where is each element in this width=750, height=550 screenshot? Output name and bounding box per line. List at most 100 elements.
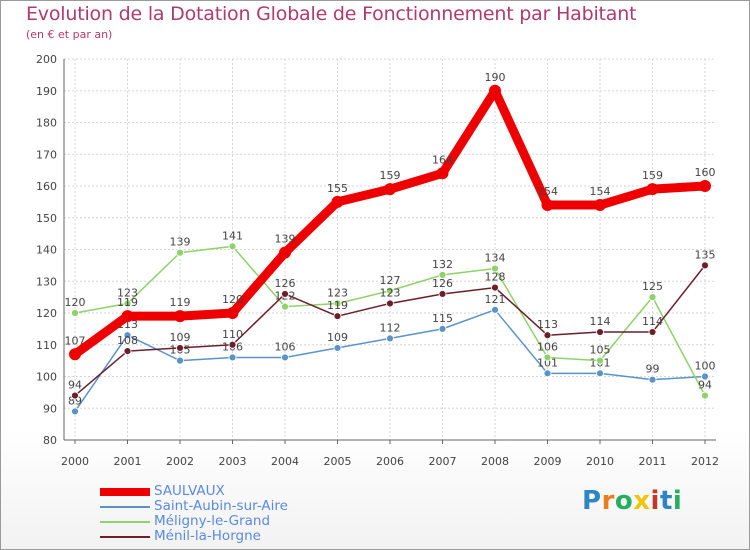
data-point: [226, 307, 239, 319]
x-tick-label: 2010: [586, 455, 614, 468]
data-point: [489, 84, 501, 97]
x-tick-label: 2007: [429, 455, 457, 468]
data-point: [699, 180, 711, 192]
legend-item: Méligny-le-Grand: [100, 514, 360, 529]
data-point: [123, 331, 132, 340]
x-tick-label: 2009: [534, 455, 562, 468]
data-point: [543, 353, 552, 362]
y-tick-label: 190: [36, 85, 57, 98]
data-point: [121, 310, 134, 323]
data-point: [174, 310, 186, 323]
data-label: 105: [590, 344, 611, 357]
y-tick-label: 100: [36, 371, 57, 384]
data-point: [333, 299, 342, 308]
data-label: 109: [170, 331, 191, 344]
legend-label: Méligny-le-Grand: [154, 513, 271, 529]
data-point: [648, 375, 657, 384]
data-label: 106: [537, 340, 558, 353]
data-label: 141: [222, 229, 243, 242]
data-label: 154: [590, 185, 611, 198]
data-label: 106: [275, 340, 296, 353]
data-label: 119: [117, 296, 138, 309]
chart-legend: SAULVAUX Saint-Aubin-sur-Aire Méligny-le-G…: [100, 484, 360, 544]
data-point: [333, 344, 342, 352]
data-point: [648, 328, 657, 336]
data-point: [491, 283, 499, 292]
x-tick-label: 2001: [114, 455, 142, 468]
data-label: 132: [432, 258, 453, 271]
data-label: 123: [327, 286, 348, 299]
data-point: [228, 242, 237, 251]
data-label: 127: [380, 274, 401, 287]
data-label: 139: [275, 233, 296, 246]
data-point: [646, 183, 659, 196]
y-tick-label: 200: [36, 53, 57, 66]
data-point: [71, 391, 79, 400]
y-tick-label: 110: [36, 339, 57, 352]
x-tick-label: 2000: [61, 455, 89, 468]
proxiti-logo: Proxiti: [582, 486, 683, 516]
x-tick-label: 2012: [691, 455, 719, 468]
legend-swatch: [100, 488, 150, 496]
y-tick-label: 120: [36, 307, 57, 320]
chart-title: Evolution de la Dotation Globale de Fonc…: [26, 3, 637, 25]
data-point: [596, 356, 604, 365]
data-label: 119: [327, 299, 348, 312]
legend-swatch: [100, 536, 150, 538]
y-tick-label: 160: [36, 180, 57, 193]
data-label: 126: [275, 277, 296, 290]
data-label: 114: [590, 315, 611, 328]
data-label: 134: [485, 252, 506, 265]
data-label: 126: [432, 277, 453, 290]
data-label: 123: [380, 286, 401, 299]
data-label: 114: [642, 315, 663, 328]
data-point: [543, 331, 552, 340]
y-tick-label: 150: [36, 212, 57, 225]
data-point: [596, 369, 604, 378]
data-point: [69, 348, 81, 361]
data-point: [176, 344, 184, 352]
data-point: [594, 199, 606, 212]
data-label: 154: [537, 185, 558, 198]
data-point: [701, 372, 709, 381]
data-label: 109: [327, 331, 348, 344]
x-tick-label: 2005: [324, 455, 352, 468]
data-label: 94: [68, 379, 82, 392]
data-label: 155: [327, 182, 348, 195]
x-tick-label: 2008: [481, 455, 509, 468]
data-label: 160: [695, 166, 716, 179]
data-point: [386, 299, 394, 308]
data-label: 99: [646, 363, 660, 376]
data-label: 139: [170, 236, 191, 249]
data-point: [123, 299, 132, 308]
x-tick-label: 2003: [219, 455, 247, 468]
data-label: 159: [380, 169, 401, 182]
data-label: 100: [695, 360, 716, 373]
data-label: 108: [117, 334, 138, 347]
chart-subtitle: (en € et par an): [26, 28, 113, 41]
data-point: [281, 302, 289, 311]
data-point: [701, 391, 709, 400]
data-point: [176, 248, 184, 257]
y-tick-label: 80: [43, 434, 57, 447]
data-label: 89: [68, 394, 82, 407]
data-point: [438, 290, 447, 298]
data-point: [701, 261, 709, 270]
x-tick-label: 2011: [639, 455, 667, 468]
legend-item: SAULVAUX: [100, 484, 360, 499]
data-point: [543, 369, 552, 378]
data-point: [436, 167, 449, 180]
data-point: [123, 347, 132, 356]
data-point: [596, 328, 604, 336]
data-label: 110: [222, 328, 243, 341]
data-label: 115: [432, 312, 453, 325]
data-label: 94: [698, 379, 712, 392]
data-label: 121: [485, 293, 506, 306]
x-tick-label: 2002: [166, 455, 194, 468]
data-label: 113: [537, 318, 558, 331]
data-point: [541, 199, 554, 212]
data-label: 123: [117, 286, 138, 299]
data-label: 101: [537, 356, 558, 369]
data-point: [384, 183, 396, 196]
